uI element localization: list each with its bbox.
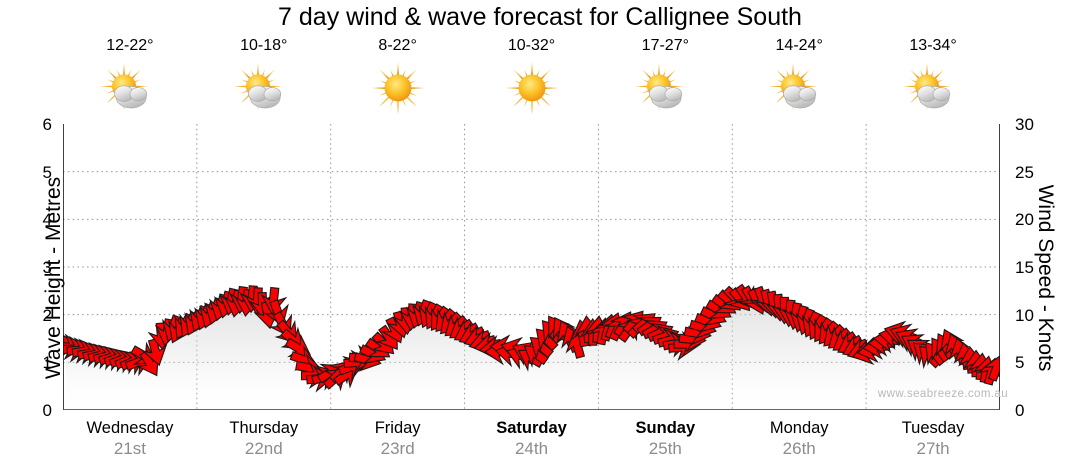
temperature-range: 8-22°	[378, 37, 417, 54]
wind-arrows	[63, 283, 1000, 393]
left-tick-3: 3	[42, 258, 52, 277]
day-date: 26th	[782, 439, 816, 458]
day-header-tuesday: 13-34°	[864, 36, 1002, 118]
day-header-thursday: 10-18°	[195, 36, 333, 118]
day-date: 23rd	[380, 439, 415, 458]
day-header-sunday: 17-27°	[596, 36, 734, 118]
right-tick-25: 25	[1015, 162, 1034, 182]
right-tick-5: 5	[1015, 353, 1025, 373]
day-header-friday: 8-22°	[329, 36, 467, 118]
left-tick-0: 0	[42, 401, 52, 420]
day-name: Tuesday	[901, 419, 965, 437]
day-footer-wednesday: Wednesday 21st	[61, 418, 199, 460]
day-date: 24th	[514, 439, 549, 458]
day-date: 27th	[916, 439, 950, 458]
temperature-range: 14-24°	[775, 37, 823, 54]
wind-arrow	[141, 338, 168, 367]
day-header-wednesday: 12-22°	[61, 36, 199, 118]
day-name: Friday	[374, 419, 421, 437]
sun-icon	[463, 60, 601, 118]
sun-icon	[329, 60, 467, 118]
day-footer-monday: Monday 26th	[730, 418, 868, 460]
day-date: 22nd	[244, 439, 283, 458]
day-footer-saturday: Saturday 24th	[463, 418, 601, 460]
temperature-range: 10-18°	[240, 37, 288, 54]
temperature-range: 10-32°	[507, 37, 556, 54]
temperature-range: 17-27°	[641, 37, 689, 54]
day-name: Saturday	[496, 419, 567, 437]
day-header-monday: 14-24°	[730, 36, 868, 118]
left-tick-6: 6	[42, 115, 52, 134]
day-header-saturday: 10-32°	[463, 36, 601, 118]
wind-arrow	[332, 366, 359, 389]
day-footer-sunday: Sunday 25th	[596, 418, 734, 460]
wind-arrow	[244, 287, 272, 316]
wind-arrow	[982, 354, 1000, 382]
temperature-range: 12-22°	[106, 37, 154, 54]
right-tick-15: 15	[1015, 258, 1034, 277]
wind-arrow	[673, 330, 702, 358]
right-tick-10: 10	[1015, 305, 1034, 325]
plot-svg	[63, 124, 1000, 410]
sun-cloud-icon	[864, 60, 1002, 118]
left-tick-5: 5	[42, 162, 52, 182]
day-name: Sunday	[635, 419, 696, 437]
day-date: 25th	[648, 439, 682, 458]
day-footer-friday: Friday 23rd	[329, 418, 467, 460]
page-title: 7 day wind & wave forecast for Callignee…	[278, 3, 802, 31]
sun-cloud-icon	[596, 60, 734, 118]
day-footer-thursday: Thursday 22nd	[195, 418, 333, 460]
wind-arrow	[343, 349, 372, 377]
day-name: Monday	[769, 419, 829, 437]
temperature-range: 13-34°	[909, 37, 957, 54]
shadow-area	[65, 298, 998, 410]
left-tick-4: 4	[42, 210, 52, 230]
sun-cloud-icon	[730, 60, 868, 118]
right-tick-20: 20	[1015, 210, 1034, 230]
sun-cloud-icon	[195, 60, 333, 118]
trace-shadow	[65, 298, 998, 410]
day-footer-tuesday: Tuesday 27th	[864, 418, 1002, 460]
sun-cloud-icon	[61, 60, 199, 118]
left-tick-2: 2	[42, 305, 52, 325]
day-date: 21st	[113, 439, 146, 458]
day-name: Thursday	[229, 419, 299, 437]
left-tick-1: 1	[42, 353, 52, 373]
right-tick-0: 0	[1015, 401, 1025, 420]
right-tick-30: 30	[1015, 115, 1034, 134]
watermark: www.seabreeze.com.au	[877, 388, 1008, 400]
day-name: Wednesday	[86, 419, 174, 437]
wind-wave-plot	[63, 124, 1000, 410]
